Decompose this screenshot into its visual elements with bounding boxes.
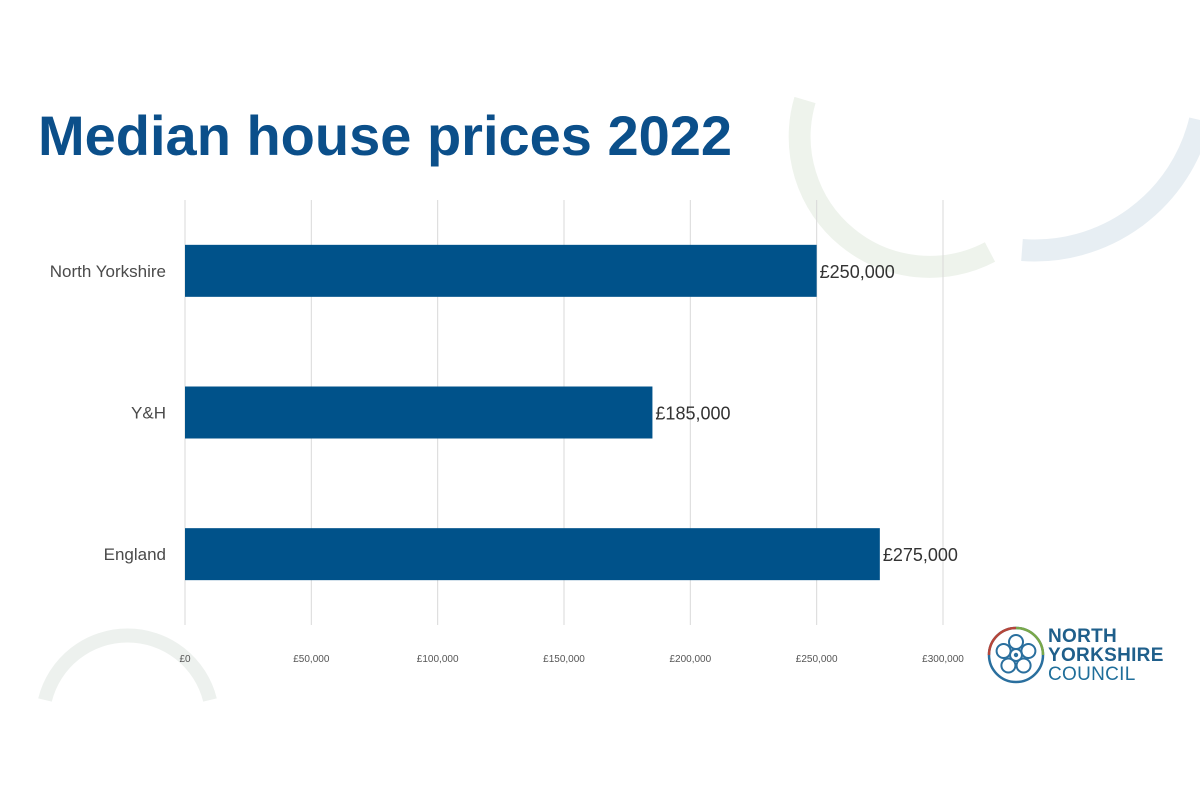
x-tick-label: £200,000 bbox=[669, 654, 711, 665]
x-tick-label: £100,000 bbox=[417, 654, 459, 665]
data-label: £185,000 bbox=[655, 404, 730, 424]
decor-arc-top-right-blue bbox=[1021, 117, 1200, 262]
bar bbox=[185, 528, 880, 581]
bar bbox=[185, 386, 653, 439]
rose-icon bbox=[987, 626, 1045, 684]
category-label: Y&H bbox=[131, 404, 166, 423]
logo-text: NORTH YORKSHIRE COUNCIL bbox=[1048, 627, 1164, 684]
category-label: England bbox=[104, 545, 166, 564]
x-tick-label: £300,000 bbox=[922, 654, 964, 665]
x-tick-label: £0 bbox=[179, 654, 191, 665]
category-label: North Yorkshire bbox=[50, 262, 166, 281]
x-tick-label: £150,000 bbox=[543, 654, 585, 665]
decor-arc-top-right-green bbox=[788, 96, 996, 278]
x-tick-labels: £0 £50,000 £100,000 £150,000 £200,000 £250,00… bbox=[179, 654, 964, 665]
decor-arc-bottom-left bbox=[38, 628, 217, 702]
logo-line-2: YORKSHIRE bbox=[1048, 645, 1164, 666]
council-logo: NORTH YORKSHIRE COUNCIL bbox=[986, 625, 1166, 687]
logo-line-3: COUNCIL bbox=[1048, 664, 1136, 685]
logo-line-1: NORTH bbox=[1048, 626, 1118, 647]
x-tick-label: £50,000 bbox=[293, 654, 330, 665]
category-labels: North Yorkshire Y&H England bbox=[50, 262, 166, 564]
data-label: £250,000 bbox=[820, 262, 895, 282]
data-labels: £250,000 £185,000 £275,000 bbox=[655, 262, 957, 565]
x-tick-label: £250,000 bbox=[796, 654, 838, 665]
bar bbox=[185, 244, 817, 297]
data-label: £275,000 bbox=[883, 545, 958, 565]
page-title: Median house prices 2022 bbox=[38, 104, 733, 167]
bars bbox=[185, 244, 880, 581]
